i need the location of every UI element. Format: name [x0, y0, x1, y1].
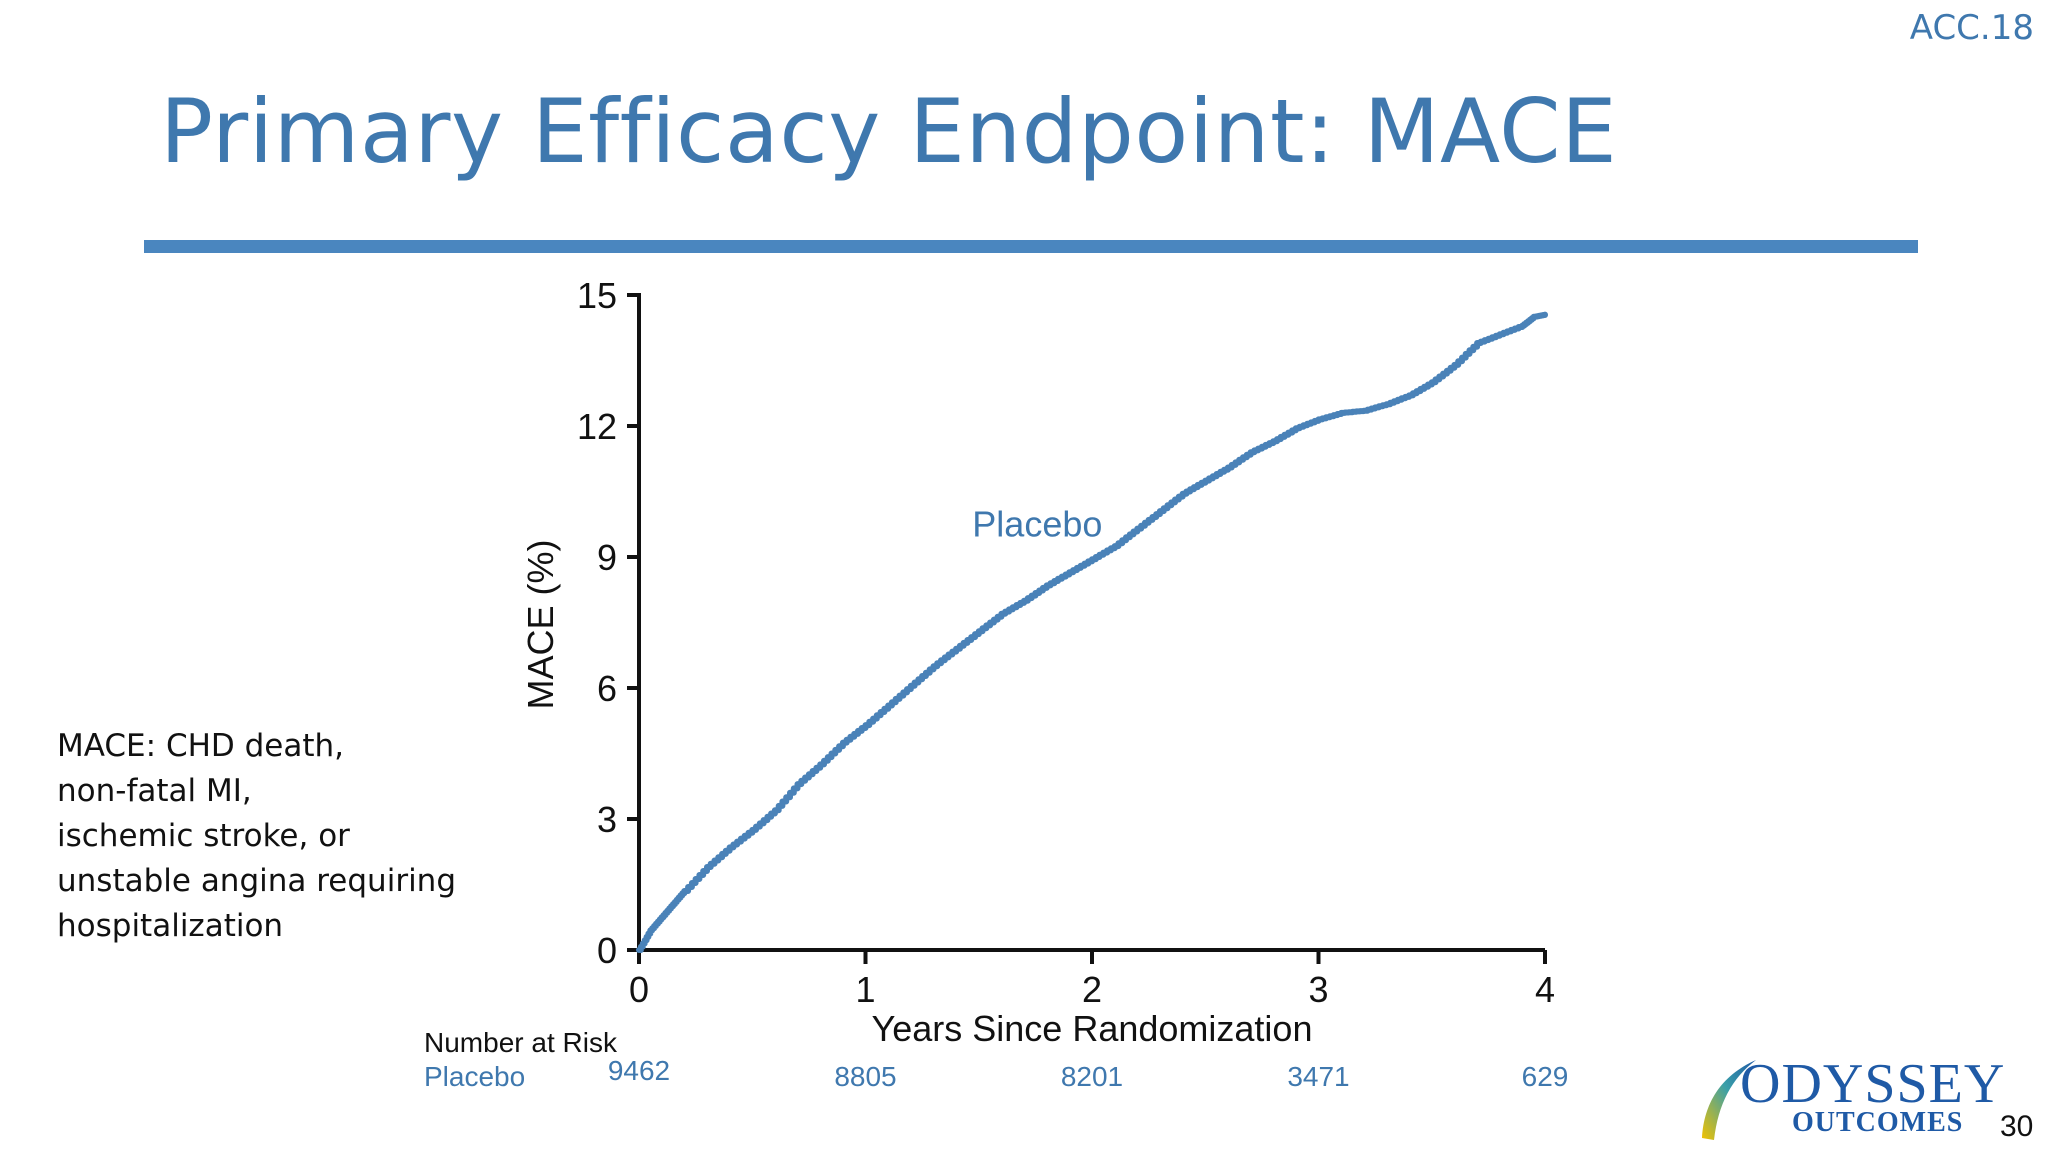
logo-outcomes-text: OUTCOMES — [1792, 1107, 1964, 1138]
y-tick-label: 0 — [597, 930, 617, 971]
risk-value: 9462 — [608, 1055, 670, 1086]
x-tick-label: 1 — [855, 969, 875, 1010]
x-tick-label: 0 — [629, 969, 649, 1010]
y-tick-label: 6 — [597, 668, 617, 709]
x-tick-label: 2 — [1082, 969, 1102, 1010]
risk-value: 8805 — [834, 1061, 896, 1092]
page-number: 30 — [2000, 1110, 2034, 1143]
risk-value: 629 — [1522, 1061, 1569, 1092]
y-tick-label: 12 — [577, 406, 617, 447]
logo-odyssey-text: ODYSSEY — [1740, 1053, 2006, 1115]
curve-annotation: Placebo — [972, 503, 1102, 544]
risk-value: 8201 — [1061, 1061, 1123, 1092]
x-tick-label: 3 — [1308, 969, 1328, 1010]
footnote-line: hospitalization — [57, 908, 284, 944]
footnote-line: MACE: CHD death, — [57, 728, 345, 764]
footnote-line: unstable angina requiring — [57, 863, 457, 899]
series-line-placebo — [636, 311, 1548, 953]
y-tick-label: 15 — [577, 275, 617, 316]
risk-value: 3471 — [1287, 1061, 1349, 1092]
y-tick-label: 9 — [597, 537, 617, 578]
risk-row-name: Placebo — [424, 1061, 525, 1092]
y-axis-label: MACE (%) — [520, 540, 561, 710]
footnote-line: ischemic stroke, or — [57, 818, 350, 854]
slide-title: Primary Efficacy Endpoint: MACE — [160, 80, 1618, 183]
x-axis-label: Years Since Randomization — [872, 1008, 1313, 1049]
x-tick-label: 4 — [1535, 969, 1555, 1010]
swoosh-icon — [1702, 1060, 1756, 1140]
title-rule — [144, 240, 1918, 253]
mace-definition-footnote: MACE: CHD death, non-fatal MI, ischemic … — [57, 724, 456, 949]
y-tick-label: 3 — [597, 799, 617, 840]
number-at-risk-label: Number at Risk — [424, 1027, 618, 1058]
odyssey-outcomes-logo: ODYSSEY OUTCOMES — [1698, 1054, 2004, 1144]
conference-tag: ACC.18 — [1909, 8, 2034, 48]
footnote-line: non-fatal MI, — [57, 773, 252, 809]
